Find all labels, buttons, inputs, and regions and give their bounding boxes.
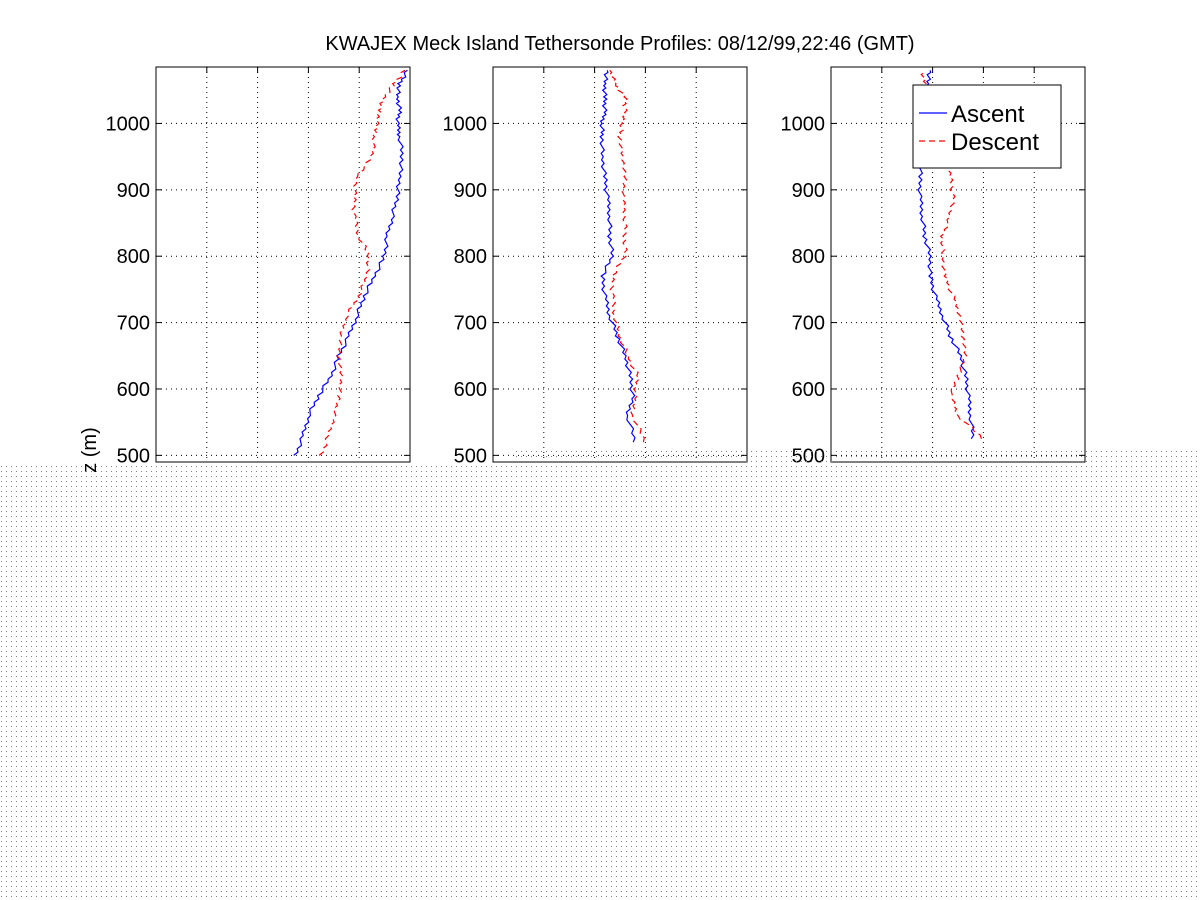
axes-frame <box>155 66 411 463</box>
y-tick-label: 900 <box>792 180 825 202</box>
y-tick-label: 800 <box>454 246 487 268</box>
y-tick-label: 700 <box>792 313 825 335</box>
y-tick-label: 900 <box>454 180 487 202</box>
y-tick-label: 1000 <box>443 113 488 135</box>
legend-descent-label: Descent <box>951 129 1039 156</box>
y-tick-label: 800 <box>117 246 150 268</box>
y-tick-label: 1000 <box>106 113 151 135</box>
y-tick-label: 600 <box>454 379 487 401</box>
series-descent-line <box>608 69 645 443</box>
y-axis-label: z (m) <box>79 427 101 473</box>
y-tick-label: 1000 <box>781 113 826 135</box>
series-ascent-line <box>599 70 636 443</box>
y-tick-label: 700 <box>117 313 150 335</box>
series-ascent-line <box>293 69 408 456</box>
y-tick-label: 900 <box>117 180 150 202</box>
legend-ascent-label: Ascent <box>951 101 1025 128</box>
series-descent-line <box>318 69 406 456</box>
legend-box <box>912 84 1062 169</box>
figure-title: KWAJEX Meck Island Tethersonde Profiles:… <box>325 33 914 55</box>
y-tick-label: 600 <box>792 379 825 401</box>
dotted-overlay-bottom <box>0 462 1200 900</box>
y-tick-label: 600 <box>117 379 150 401</box>
y-tick-label: 700 <box>454 313 487 335</box>
panels-group: 5006007008009001000500600700800900100050… <box>106 66 1086 467</box>
panel-1: 500 600 700 800 900 1000 <box>106 66 411 467</box>
y-tick-label: 500 <box>117 445 150 467</box>
panel-2: 500 600 700 800 900 1000 <box>443 66 748 467</box>
y-tick-label: 500 <box>454 445 487 467</box>
dotted-overlay-step <box>515 448 1200 468</box>
y-tick-label: 800 <box>792 246 825 268</box>
